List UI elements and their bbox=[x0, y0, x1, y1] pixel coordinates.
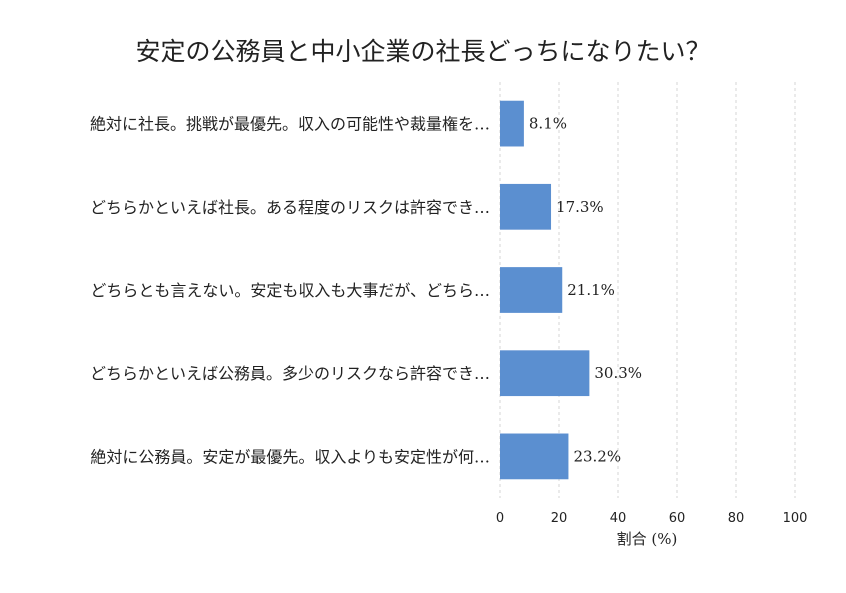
bar bbox=[500, 267, 563, 313]
bar bbox=[500, 350, 590, 397]
value-label: 21.1% bbox=[567, 281, 615, 299]
x-axis-label: 割合 (%) bbox=[617, 530, 678, 548]
category-label: どちらかといえば社長。ある程度のリスクは許容でき… bbox=[90, 198, 490, 217]
bar bbox=[500, 100, 524, 147]
bar bbox=[500, 183, 552, 230]
bar bbox=[500, 433, 569, 480]
category-label: 絶対に社長。挑戦が最優先。収入の可能性や裁量権を… bbox=[90, 115, 490, 134]
value-label: 30.3% bbox=[594, 364, 642, 382]
value-label: 23.2% bbox=[573, 447, 621, 465]
x-tick-label: 20 bbox=[551, 511, 568, 526]
x-tick-label: 80 bbox=[728, 511, 745, 526]
x-tick-label: 100 bbox=[783, 511, 808, 526]
value-label: 8.1% bbox=[529, 115, 567, 133]
value-label: 17.3% bbox=[556, 198, 604, 216]
x-tick-label: 40 bbox=[610, 511, 627, 526]
x-tick-label: 0 bbox=[496, 511, 504, 526]
category-label: どちらとも言えない。安定も収入も大事だが、どちら… bbox=[90, 281, 490, 300]
chart-title: 安定の公務員と中小企業の社長どっちになりたい？ bbox=[135, 37, 710, 66]
value-labels: 8.1% 17.3% 21.1% 30.3% 23.2% bbox=[529, 115, 642, 466]
x-tick-labels: 0 20 40 60 80 100 bbox=[496, 511, 808, 526]
x-tick-label: 60 bbox=[669, 511, 686, 526]
bars bbox=[500, 100, 590, 480]
category-labels: 絶対に社長。挑戦が最優先。収入の可能性や裁量権を… どちらかといえば社長。ある程度… bbox=[90, 115, 490, 467]
category-label: 絶対に公務員。安定が最優先。収入よりも安定性が何… bbox=[90, 447, 490, 466]
category-label: どちらかといえば公務員。多少のリスクなら許容でき… bbox=[90, 364, 490, 383]
